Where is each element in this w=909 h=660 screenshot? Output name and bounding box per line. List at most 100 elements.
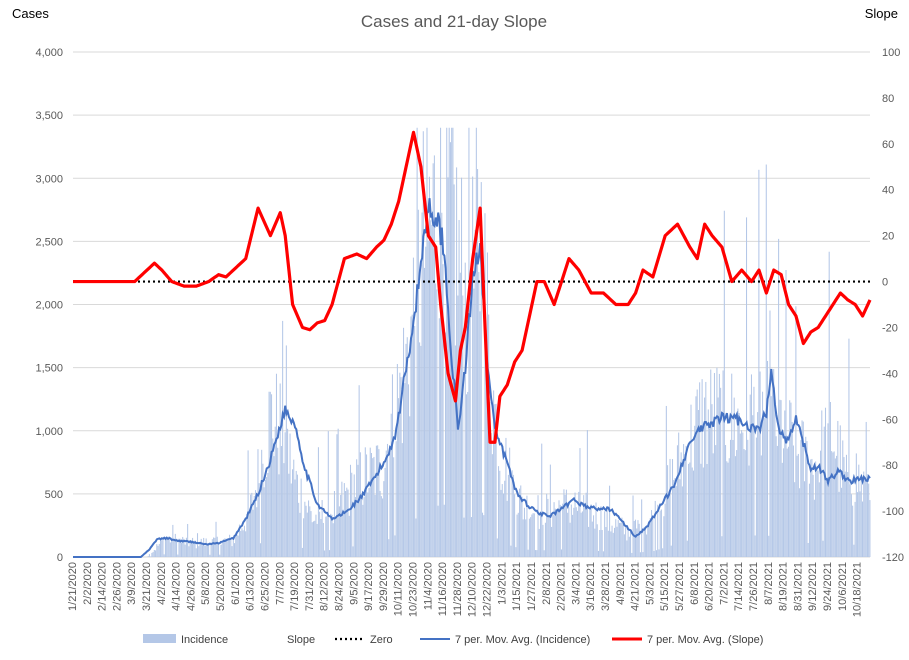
incidence-bar [190,540,192,557]
incidence-bar [424,267,426,557]
y-right-tick: -40 [882,368,898,380]
incidence-bar [195,548,197,557]
incidence-bar [600,506,602,557]
incidence-bar [812,474,814,557]
x-tick: 6/25/2020 [259,562,271,611]
incidence-bar [633,520,635,557]
incidence-bar [310,511,312,557]
incidence-bar [290,483,292,557]
x-tick: 8/12/2020 [319,562,331,611]
x-tick: 12/22/2020 [482,562,494,617]
incidence-bar [348,515,350,557]
x-tick: 3/21/2020 [141,562,153,611]
x-tick: 9/29/2020 [378,562,390,611]
incidence-bar [726,461,728,557]
incidence-bar [528,518,530,557]
incidence-bar [692,470,695,557]
incidence-bar [332,523,334,557]
incidence-bar [253,495,255,557]
incidence-bar [553,502,555,557]
incidence-bar [749,394,751,557]
incidence-bar [378,449,380,557]
incidence-bar [369,447,371,557]
incidence-bar [316,523,318,557]
x-tick: 7/31/2020 [304,562,316,611]
incidence-bar [778,238,780,558]
incidence-bar [569,522,571,557]
incidence-bar [389,452,391,557]
incidence-bar [596,524,598,557]
incidence-bar [673,480,675,557]
incidence-bar [734,456,736,557]
y-left-tick: 4,000 [35,47,63,59]
incidence-bar [500,489,502,557]
incidence-bar [525,519,527,557]
incidence-bar [415,518,417,557]
incidence-bar [201,545,203,557]
incidence-bar [531,514,533,557]
incidence-bar [383,481,385,557]
x-tick: 10/18/2021 [852,562,864,617]
incidence-bar [784,410,786,557]
incidence-bar [507,474,509,557]
incidence-bar [572,514,574,557]
incidence-bar [237,535,239,557]
incidence-bar [393,457,395,557]
incidence-bar [327,431,329,557]
incidence-bar [435,283,437,557]
incidence-bar [815,461,817,557]
incidence-bar [204,545,206,557]
incidence-bar [554,508,556,557]
incidence-bar [278,474,280,557]
incidence-bar [495,403,497,557]
x-tick: 7/2/2021 [718,562,730,605]
x-tick: 4/21/2021 [630,562,642,611]
x-tick: 3/16/2021 [585,562,597,611]
incidence-bar [708,428,711,557]
incidence-bar [845,454,847,557]
x-tick: 7/19/2020 [289,562,301,611]
incidence-bar [562,503,564,557]
incidence-bar [189,541,191,557]
incidence-bar [468,127,470,557]
incidence-bar [818,482,820,557]
incidence-bar [159,538,162,557]
incidence-bar [567,512,569,557]
incidence-bar [148,554,150,557]
y-right-tick: 20 [882,231,894,243]
incidence-bar [638,523,640,557]
incidence-bar [710,369,712,557]
incidence-bar [395,441,397,557]
incidence-bar [174,533,176,557]
incidence-bar [363,497,365,557]
incidence-bar [158,543,160,557]
incidence-bar [193,541,195,557]
incidence-bar [773,369,775,557]
incidence-bar [200,538,202,557]
legend-label: Slope [287,634,315,646]
incidence-bar [689,462,691,557]
incidence-bar [697,409,699,557]
x-tick: 5/20/2020 [215,562,227,611]
incidence-bar [271,394,273,557]
y-right-tick: -100 [882,506,904,518]
incidence-bar [836,455,838,557]
incidence-bar [787,446,790,557]
incidence-bar [474,229,476,557]
incidence-bar [456,167,458,557]
incidence-bar [185,537,187,557]
incidence-bar [694,425,696,557]
incidence-bar [620,522,622,557]
incidence-bar [720,387,722,557]
incidence-bar [538,528,540,557]
incidence-bar [558,500,560,557]
x-tick: 12/10/2020 [467,562,479,617]
incidence-bar [544,522,546,557]
incidence-bar [827,423,829,557]
incidence-bar [229,534,231,557]
incidence-bar [551,526,553,557]
incidence-bars [147,127,871,558]
incidence-bar [192,537,194,557]
incidence-bar [437,505,439,557]
incidence-bar [153,549,155,557]
